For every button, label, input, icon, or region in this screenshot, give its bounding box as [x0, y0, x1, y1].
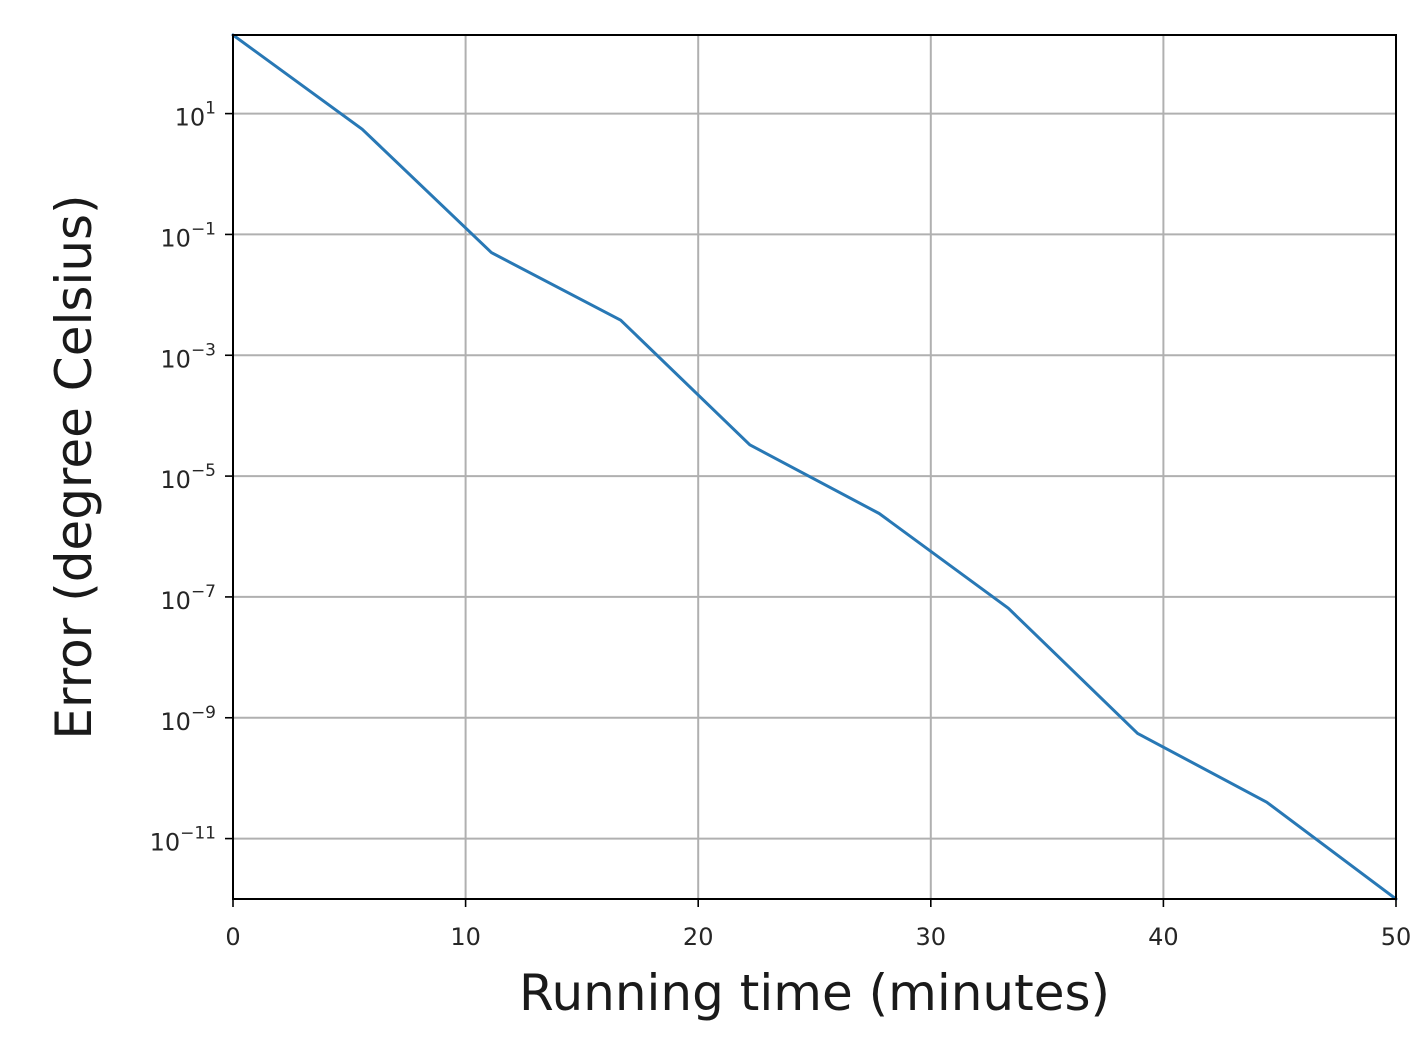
y-tick-base: 10 [160, 587, 191, 615]
x-tick-label: 20 [683, 923, 714, 951]
y-tick-exponent: −1 [191, 219, 216, 239]
y-tick-base: 10 [160, 708, 191, 736]
x-tick-label: 0 [225, 923, 240, 951]
y-tick-base: 10 [160, 224, 191, 252]
x-tick-label: 50 [1381, 923, 1412, 951]
y-tick-label: 10−11 [150, 824, 216, 857]
y-tick-exponent: −5 [191, 461, 216, 481]
y-tick-label: 10−7 [160, 582, 216, 615]
series-layer [231, 33, 1398, 901]
plot-frame [232, 34, 1397, 900]
x-axis-title: Running time (minutes) [519, 964, 1110, 1022]
y-tick-label: 10−3 [160, 340, 216, 373]
y-tick-base: 10 [160, 345, 191, 373]
y-axis-title: Error (degree Celsius) [45, 194, 103, 739]
y-tick-exponent: −7 [191, 582, 216, 602]
y-tick-base: 10 [150, 829, 181, 857]
y-tick-exponent: −9 [191, 703, 216, 723]
x-tick-label: 10 [450, 923, 481, 951]
y-tick-base: 10 [160, 466, 191, 494]
y-tick-base: 10 [175, 104, 206, 132]
grid [232, 35, 1397, 899]
y-tick-exponent: 1 [205, 99, 216, 119]
y-tick-label: 101 [175, 99, 216, 132]
y-tick-label: 10−9 [160, 703, 216, 736]
x-tick-label: 30 [916, 923, 947, 951]
x-tick-label: 40 [1148, 923, 1179, 951]
y-tick-label: 10−1 [160, 219, 216, 252]
y-tick-exponent: −3 [191, 340, 216, 360]
y-tick-exponent: −11 [180, 824, 216, 844]
x-axis-ticks: 0 10 20 30 40 50 [225, 899, 1411, 951]
y-tick-label: 10−5 [160, 461, 216, 494]
series-line [231, 33, 1398, 901]
